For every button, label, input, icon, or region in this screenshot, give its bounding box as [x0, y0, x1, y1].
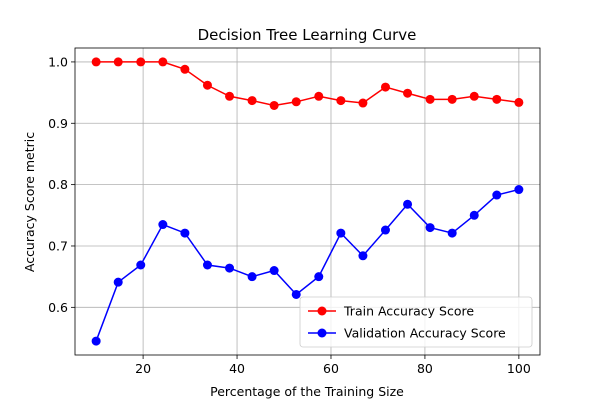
x-tick-label: 60 — [323, 361, 339, 376]
data-point — [425, 94, 435, 104]
data-point — [202, 80, 212, 90]
data-point — [91, 336, 101, 346]
data-point — [247, 272, 257, 282]
x-tick-label: 40 — [229, 361, 245, 376]
data-point — [158, 220, 168, 230]
data-point — [380, 225, 390, 235]
data-point — [314, 272, 324, 282]
chart-title: Decision Tree Learning Curve — [198, 26, 417, 44]
legend-marker — [317, 328, 327, 338]
data-point — [91, 57, 101, 67]
data-point — [492, 190, 502, 200]
data-point — [225, 91, 235, 101]
data-point — [136, 57, 146, 67]
data-point — [336, 228, 346, 238]
y-tick-label: 0.8 — [48, 177, 68, 192]
data-point — [336, 96, 346, 106]
data-point — [469, 91, 479, 101]
data-point — [225, 263, 235, 273]
data-point — [202, 260, 212, 270]
legend-label: Validation Accuracy Score — [344, 326, 506, 341]
data-point — [403, 199, 413, 209]
data-point — [447, 228, 457, 238]
data-point — [514, 185, 524, 195]
data-point — [403, 88, 413, 98]
data-point — [247, 96, 257, 106]
data-point — [447, 94, 457, 104]
data-point — [425, 223, 435, 233]
x-axis-label: Percentage of the Training Size — [210, 384, 404, 399]
y-tick-label: 1.0 — [48, 54, 68, 69]
plot-series — [91, 57, 524, 346]
x-tick-label: 80 — [417, 361, 433, 376]
data-point — [180, 228, 190, 238]
x-tick-label: 100 — [507, 361, 531, 376]
data-point — [314, 91, 324, 101]
data-point — [136, 260, 146, 270]
y-tick-label: 0.6 — [48, 300, 68, 315]
axes-ticks: 20 40 60 80 100 0.6 0.7 0.8 0.9 1.0 — [48, 54, 531, 376]
legend-label: Train Accuracy Score — [343, 304, 474, 319]
data-point — [291, 289, 301, 299]
data-point — [291, 97, 301, 107]
plot-frame — [74, 47, 541, 356]
data-point — [269, 266, 279, 276]
data-point — [358, 98, 368, 108]
legend-box — [299, 296, 533, 348]
y-axis-label: Accuracy Score metric — [22, 132, 37, 272]
data-point — [158, 57, 168, 67]
y-tick-label: 0.9 — [48, 116, 68, 131]
data-point — [113, 277, 123, 287]
data-point — [269, 100, 279, 110]
legend: Train Accuracy Score Validation Accuracy … — [299, 296, 533, 348]
data-point — [469, 210, 479, 220]
legend-marker — [317, 306, 327, 316]
data-point — [113, 57, 123, 67]
data-point — [358, 251, 368, 261]
data-point — [492, 94, 502, 104]
data-point — [180, 64, 190, 74]
y-tick-label: 0.7 — [48, 238, 68, 253]
data-point — [380, 82, 390, 92]
x-tick-label: 20 — [135, 361, 151, 376]
data-point — [514, 97, 524, 107]
